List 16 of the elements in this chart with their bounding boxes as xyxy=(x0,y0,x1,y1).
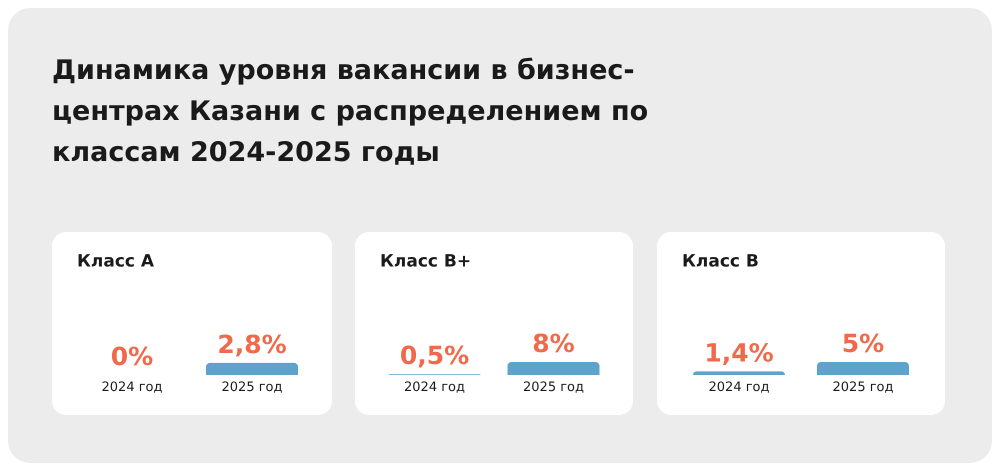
x-tick-label: 2025 год xyxy=(832,380,894,395)
chart-subtitle: Класс B xyxy=(682,252,759,272)
x-tick-label: 2024 год xyxy=(708,380,770,395)
chart-subtitle: Класс А xyxy=(77,252,155,272)
x-tick-label: 2024 год xyxy=(404,380,465,395)
x-tick-label: 2025 год xyxy=(222,380,282,395)
data-label: 2,8% xyxy=(217,330,287,359)
data-label: 0,5% xyxy=(400,341,470,370)
chart-title: Динамика уровня вакансии в бизнес-центрах Казани с распределением по классам 2024-2025 годы xyxy=(52,54,650,170)
data-label: 1,4% xyxy=(704,338,774,368)
chart-subtitle: Класс B+ xyxy=(380,252,472,272)
x-tick-label: 2025 год xyxy=(523,380,584,395)
data-label: 0% xyxy=(110,342,154,371)
data-label: 5% xyxy=(842,329,884,358)
data-label: 8% xyxy=(532,329,575,358)
x-tick-label: 2024 год xyxy=(102,380,162,395)
